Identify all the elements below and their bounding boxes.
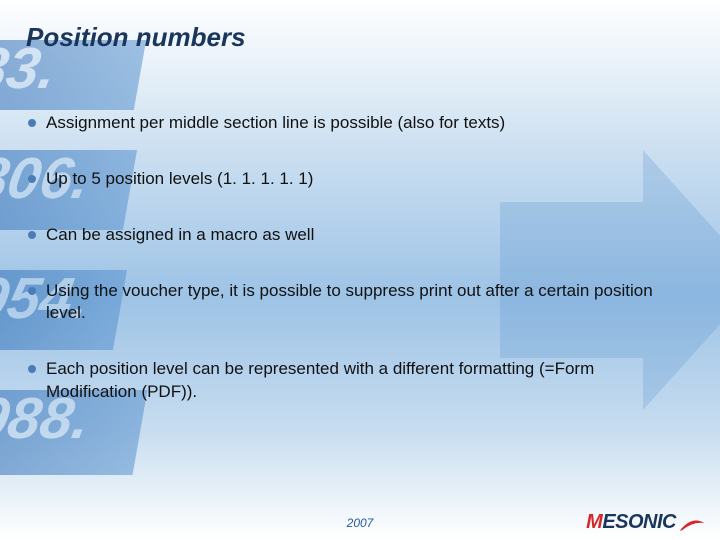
bullet-text: Assignment per middle section line is po…	[46, 112, 680, 134]
list-item: Using the voucher type, it is possible t…	[28, 280, 680, 324]
logo-letter-red: M	[586, 511, 602, 534]
bullet-icon	[28, 175, 36, 183]
list-item: Each position level can be represented w…	[28, 358, 680, 402]
bullet-text: Can be assigned in a macro as well	[46, 224, 680, 246]
bullet-icon	[28, 119, 36, 127]
bullet-icon	[28, 231, 36, 239]
footer-year: 2007	[347, 516, 374, 530]
logo-swoosh-icon	[678, 513, 706, 533]
list-item: Up to 5 position levels (1. 1. 1. 1. 1)	[28, 168, 680, 190]
list-item: Assignment per middle section line is po…	[28, 112, 680, 134]
bullet-text: Each position level can be represented w…	[46, 358, 680, 402]
logo-text-blue: ESONIC	[602, 511, 676, 534]
mesonic-logo: MESONIC	[586, 511, 706, 534]
list-item: Can be assigned in a macro as well	[28, 224, 680, 246]
footer: 2007 MESONIC	[0, 506, 720, 540]
slide-title: Position numbers	[26, 22, 246, 53]
bullet-text: Up to 5 position levels (1. 1. 1. 1. 1)	[46, 168, 680, 190]
bullet-list: Assignment per middle section line is po…	[28, 112, 680, 437]
bullet-icon	[28, 287, 36, 295]
bullet-text: Using the voucher type, it is possible t…	[46, 280, 680, 324]
bullet-icon	[28, 365, 36, 373]
